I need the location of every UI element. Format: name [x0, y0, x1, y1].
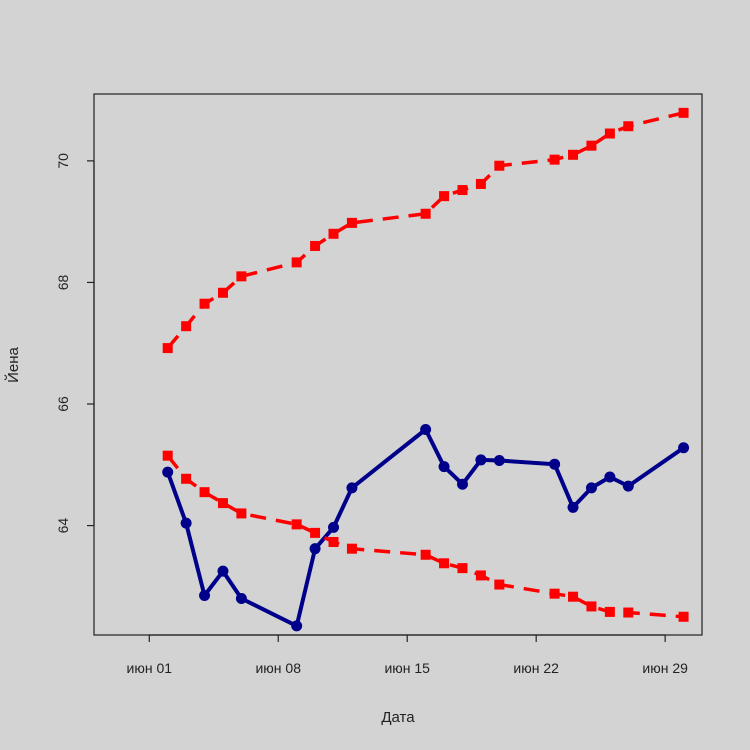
data-point — [678, 107, 689, 118]
data-point — [604, 471, 616, 483]
data-point — [346, 217, 357, 228]
data-point — [420, 424, 432, 436]
data-point — [457, 563, 468, 574]
x-tick-label: июн 29 — [642, 660, 688, 676]
data-point — [678, 442, 690, 454]
x-tick-label: июн 22 — [513, 660, 559, 676]
data-point — [494, 579, 505, 590]
data-point — [457, 185, 468, 196]
data-point — [678, 611, 689, 622]
x-axis: июн 01 июн 08 июн 15 июн 22 июн 29 — [127, 634, 688, 676]
data-point — [568, 149, 579, 160]
data-point — [585, 482, 597, 494]
data-point — [217, 287, 228, 298]
data-point — [586, 601, 597, 612]
data-point — [217, 565, 229, 577]
series-0 — [162, 424, 690, 632]
x-tick-label: июн 08 — [255, 660, 301, 676]
data-point — [309, 543, 321, 555]
y-axis-label: Йена — [4, 346, 22, 382]
x-tick-label: июн 15 — [384, 660, 430, 676]
data-point — [567, 501, 579, 513]
data-point — [622, 480, 634, 492]
data-point — [328, 536, 339, 547]
data-point — [162, 343, 173, 354]
plot-frame — [93, 93, 703, 636]
data-point — [420, 208, 431, 219]
data-point — [420, 549, 431, 560]
data-point — [568, 591, 579, 602]
data-point — [346, 482, 358, 494]
data-point — [217, 498, 228, 509]
data-point — [162, 466, 174, 478]
data-point — [199, 298, 210, 309]
y-tick-label: 66 — [55, 396, 71, 412]
x-tick-label: июн 01 — [127, 660, 173, 676]
data-point — [549, 458, 561, 470]
series-1 — [162, 107, 689, 354]
data-point — [456, 478, 468, 490]
data-point — [291, 257, 302, 268]
series-2 — [162, 450, 689, 622]
data-point — [199, 487, 210, 498]
data-point — [181, 321, 192, 332]
data-point — [439, 191, 450, 202]
data-point — [475, 570, 486, 581]
data-point — [475, 454, 487, 466]
data-point — [328, 228, 339, 239]
data-point — [328, 521, 340, 533]
data-point — [623, 607, 634, 618]
data-point — [494, 160, 505, 171]
data-point — [235, 593, 247, 605]
data-point — [310, 240, 321, 251]
data-point — [236, 271, 247, 282]
y-tick-label: 70 — [55, 153, 71, 169]
data-point — [604, 128, 615, 139]
data-point — [475, 178, 486, 189]
series-line — [166, 111, 685, 350]
data-point — [439, 558, 450, 569]
data-point — [291, 519, 302, 530]
data-point — [181, 473, 192, 484]
data-point — [623, 121, 634, 132]
data-point — [310, 527, 321, 538]
data-point — [604, 606, 615, 617]
data-point — [180, 517, 192, 529]
data-point — [586, 140, 597, 151]
data-point — [438, 461, 450, 473]
series-layer — [162, 107, 690, 632]
data-point — [236, 508, 247, 519]
data-point — [549, 588, 560, 599]
data-point — [162, 450, 173, 461]
y-tick-label: 64 — [55, 518, 71, 534]
y-axis: 64 66 68 70 — [55, 153, 95, 534]
data-point — [493, 455, 505, 467]
y-tick-label: 68 — [55, 274, 71, 290]
data-point — [199, 589, 211, 601]
x-axis-label: Дата — [381, 709, 415, 726]
data-point — [346, 543, 357, 554]
data-point — [549, 154, 560, 165]
data-point — [291, 620, 303, 632]
